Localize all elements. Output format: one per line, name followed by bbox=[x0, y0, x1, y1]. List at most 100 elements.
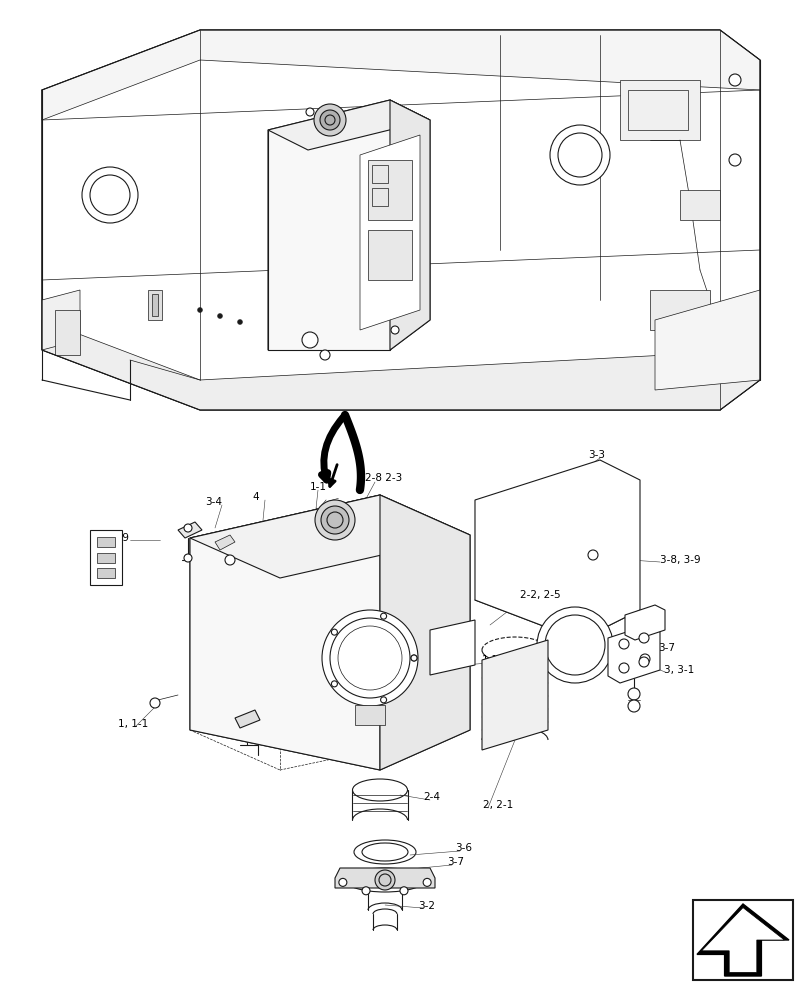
Circle shape bbox=[238, 320, 242, 324]
Polygon shape bbox=[268, 100, 430, 150]
Polygon shape bbox=[42, 30, 760, 410]
Circle shape bbox=[391, 326, 399, 334]
Circle shape bbox=[729, 74, 741, 86]
Text: 2-8 2-3: 2-8 2-3 bbox=[365, 473, 402, 483]
Circle shape bbox=[339, 878, 347, 886]
Bar bbox=[148, 290, 162, 320]
Circle shape bbox=[184, 524, 192, 532]
Polygon shape bbox=[430, 620, 475, 675]
Polygon shape bbox=[190, 495, 470, 770]
Circle shape bbox=[537, 607, 613, 683]
Bar bbox=[90, 530, 122, 585]
Text: 3-8, 3-9: 3-8, 3-9 bbox=[660, 555, 701, 565]
Bar bbox=[628, 90, 688, 130]
Polygon shape bbox=[482, 640, 548, 750]
Bar bbox=[97, 553, 115, 563]
Bar bbox=[97, 537, 115, 547]
Circle shape bbox=[217, 314, 222, 318]
Circle shape bbox=[197, 308, 203, 312]
Circle shape bbox=[302, 332, 318, 348]
Bar bbox=[368, 230, 412, 280]
Text: 3-6: 3-6 bbox=[455, 843, 472, 853]
Circle shape bbox=[331, 629, 338, 635]
Text: 2-4: 2-4 bbox=[423, 792, 440, 802]
Text: 1-1: 1-1 bbox=[310, 482, 327, 492]
Polygon shape bbox=[235, 710, 260, 728]
Text: 3-4: 3-4 bbox=[205, 497, 222, 507]
Circle shape bbox=[82, 167, 138, 223]
Polygon shape bbox=[178, 522, 202, 538]
Circle shape bbox=[320, 110, 340, 130]
Polygon shape bbox=[608, 625, 660, 683]
Polygon shape bbox=[655, 290, 760, 390]
Circle shape bbox=[729, 154, 741, 166]
Text: 4: 4 bbox=[252, 492, 259, 502]
Text: 2, 2-1: 2, 2-1 bbox=[483, 800, 513, 810]
Circle shape bbox=[375, 870, 395, 890]
Bar bbox=[680, 190, 720, 220]
Circle shape bbox=[331, 681, 338, 687]
Text: 3-2: 3-2 bbox=[418, 901, 435, 911]
Circle shape bbox=[619, 639, 629, 649]
Circle shape bbox=[639, 633, 649, 643]
Circle shape bbox=[320, 350, 330, 360]
Circle shape bbox=[588, 550, 598, 560]
Circle shape bbox=[184, 554, 192, 562]
Bar bbox=[650, 290, 710, 330]
Circle shape bbox=[362, 887, 370, 895]
Circle shape bbox=[150, 698, 160, 708]
Bar bbox=[368, 160, 412, 220]
Circle shape bbox=[694, 334, 706, 346]
Text: 1, 1-1: 1, 1-1 bbox=[118, 719, 148, 729]
Text: 3-5: 3-5 bbox=[632, 625, 649, 635]
Circle shape bbox=[411, 655, 417, 661]
Text: 3, 3-1: 3, 3-1 bbox=[664, 665, 694, 675]
Text: 3-7: 3-7 bbox=[447, 857, 464, 867]
Text: 1-1: 1-1 bbox=[482, 655, 499, 665]
Polygon shape bbox=[42, 290, 80, 350]
Polygon shape bbox=[190, 495, 470, 578]
Circle shape bbox=[639, 657, 649, 667]
Bar bbox=[152, 294, 158, 316]
Polygon shape bbox=[360, 135, 420, 330]
Text: 3-7: 3-7 bbox=[658, 643, 675, 653]
Text: 3-3: 3-3 bbox=[588, 450, 605, 460]
Bar bbox=[97, 568, 115, 578]
Polygon shape bbox=[697, 904, 789, 976]
Text: 2-9: 2-9 bbox=[112, 533, 129, 543]
Polygon shape bbox=[335, 868, 435, 888]
Circle shape bbox=[550, 125, 610, 185]
Circle shape bbox=[628, 688, 640, 700]
Circle shape bbox=[335, 525, 345, 535]
Polygon shape bbox=[701, 908, 785, 972]
Polygon shape bbox=[42, 320, 760, 410]
Polygon shape bbox=[42, 30, 760, 120]
Circle shape bbox=[619, 663, 629, 673]
Polygon shape bbox=[625, 605, 665, 640]
Text: 2-6, 2-7: 2-6, 2-7 bbox=[215, 690, 255, 700]
Polygon shape bbox=[380, 495, 470, 770]
Polygon shape bbox=[215, 535, 235, 550]
Circle shape bbox=[381, 697, 386, 703]
Circle shape bbox=[628, 700, 640, 712]
Bar bbox=[693, 900, 793, 980]
Polygon shape bbox=[268, 100, 430, 350]
Circle shape bbox=[322, 610, 418, 706]
Circle shape bbox=[423, 878, 431, 886]
Polygon shape bbox=[475, 460, 640, 640]
Circle shape bbox=[314, 104, 346, 136]
Circle shape bbox=[640, 654, 650, 664]
Circle shape bbox=[411, 655, 417, 661]
Text: 2-2, 2-5: 2-2, 2-5 bbox=[520, 590, 561, 600]
Polygon shape bbox=[390, 100, 430, 350]
Circle shape bbox=[400, 887, 408, 895]
Circle shape bbox=[381, 613, 386, 619]
Circle shape bbox=[225, 555, 235, 565]
Bar bbox=[55, 310, 80, 355]
Circle shape bbox=[321, 506, 349, 534]
Polygon shape bbox=[190, 495, 380, 770]
Circle shape bbox=[306, 108, 314, 116]
Bar bbox=[372, 188, 388, 206]
Bar bbox=[372, 165, 388, 183]
Polygon shape bbox=[268, 100, 390, 350]
